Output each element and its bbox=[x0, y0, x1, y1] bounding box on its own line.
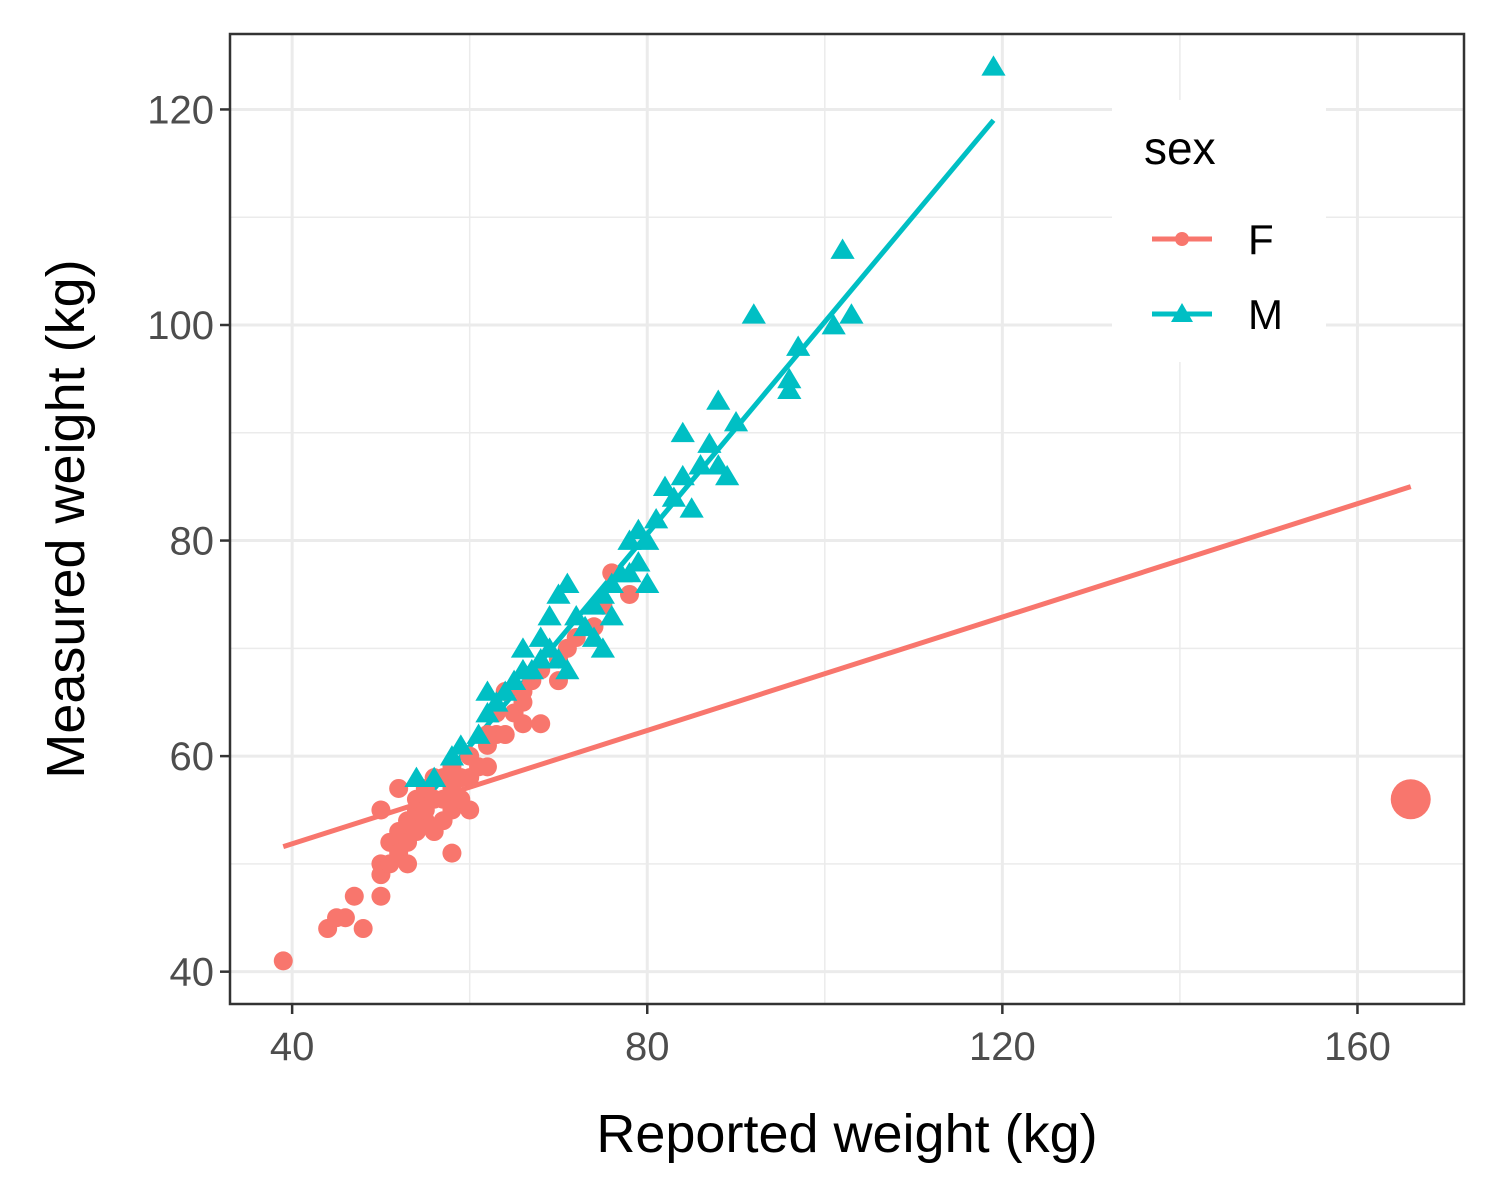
point-m bbox=[786, 335, 811, 356]
point-f bbox=[398, 854, 418, 874]
point-m bbox=[741, 303, 766, 324]
point-m bbox=[635, 529, 660, 550]
point-m bbox=[661, 486, 686, 507]
point-m bbox=[573, 615, 598, 637]
legend-key-f bbox=[1152, 232, 1212, 246]
point-m bbox=[546, 648, 571, 669]
point-m bbox=[484, 691, 509, 712]
point-m bbox=[706, 389, 731, 410]
point-m bbox=[635, 572, 660, 594]
x-tick-label: 120 bbox=[969, 1025, 1036, 1069]
point-f bbox=[619, 584, 639, 604]
point-m bbox=[466, 723, 491, 744]
point-m bbox=[706, 454, 731, 475]
data-points bbox=[273, 55, 1431, 971]
point-m bbox=[590, 583, 615, 604]
point-m bbox=[448, 734, 473, 755]
point-m bbox=[404, 766, 429, 788]
point-m bbox=[688, 454, 713, 475]
point-m bbox=[510, 637, 536, 658]
point-m bbox=[555, 658, 580, 680]
point-m bbox=[777, 378, 802, 400]
point-f bbox=[477, 757, 497, 777]
y-tick-label: 120 bbox=[147, 88, 214, 132]
point-m bbox=[830, 238, 855, 259]
legend-background bbox=[1112, 100, 1326, 362]
major-gridlines bbox=[230, 34, 1464, 1004]
point-m bbox=[670, 421, 695, 443]
point-m bbox=[581, 594, 607, 615]
x-tick-label: 160 bbox=[1324, 1025, 1391, 1069]
point-m bbox=[981, 55, 1006, 76]
point-f bbox=[1390, 779, 1431, 820]
point-m bbox=[652, 475, 678, 497]
point-m bbox=[422, 766, 447, 788]
point-m bbox=[590, 637, 615, 658]
point-f bbox=[353, 919, 373, 939]
point-m bbox=[777, 367, 802, 389]
point-m bbox=[493, 680, 518, 701]
y-tick-label: 100 bbox=[147, 304, 214, 348]
point-m bbox=[519, 658, 544, 680]
point-f bbox=[344, 886, 364, 906]
point-f bbox=[371, 800, 391, 820]
x-axis-title: Reported weight (kg) bbox=[596, 1104, 1097, 1164]
y-tick-label: 60 bbox=[170, 735, 215, 779]
point-m bbox=[670, 464, 695, 486]
legend-marker-m bbox=[1171, 303, 1193, 322]
point-m bbox=[715, 464, 740, 486]
x-axis-ticks: 40 80 120 160 bbox=[270, 1004, 1391, 1069]
point-m bbox=[546, 583, 571, 604]
point-m bbox=[439, 745, 465, 766]
x-tick-label: 40 bbox=[270, 1025, 315, 1069]
point-f bbox=[513, 714, 533, 734]
legend-label-f: F bbox=[1248, 216, 1274, 263]
point-m bbox=[528, 626, 553, 647]
point-m bbox=[564, 605, 589, 626]
point-m bbox=[697, 432, 722, 453]
point-m bbox=[555, 572, 580, 594]
point-m bbox=[528, 648, 553, 669]
point-m bbox=[581, 626, 607, 647]
point-f bbox=[389, 778, 409, 798]
point-m bbox=[617, 529, 642, 550]
y-tick-label: 80 bbox=[170, 520, 215, 564]
point-m bbox=[537, 637, 562, 658]
point-m bbox=[679, 497, 704, 518]
point-m bbox=[723, 411, 749, 432]
point-m bbox=[626, 551, 651, 572]
legend-marker-f bbox=[1175, 232, 1189, 246]
point-f bbox=[460, 800, 480, 820]
point-f bbox=[371, 886, 391, 906]
point-m bbox=[626, 518, 651, 540]
legend-key-m bbox=[1152, 303, 1212, 322]
point-m bbox=[599, 605, 624, 626]
legend-title: sex bbox=[1144, 122, 1216, 174]
point-m bbox=[839, 303, 864, 324]
point-m bbox=[537, 605, 562, 626]
y-axis-title: Measured weight (kg) bbox=[36, 259, 96, 778]
point-m bbox=[644, 508, 669, 529]
y-tick-label: 40 bbox=[170, 951, 215, 995]
x-tick-label: 80 bbox=[625, 1025, 670, 1069]
point-m bbox=[475, 702, 500, 723]
point-f bbox=[495, 725, 515, 745]
point-m bbox=[501, 669, 527, 691]
panel-border bbox=[228, 32, 1466, 1006]
point-f bbox=[335, 908, 355, 928]
legend: sex F M bbox=[1112, 100, 1326, 362]
legend-label-m: M bbox=[1248, 291, 1283, 338]
point-m bbox=[821, 314, 846, 335]
point-m bbox=[599, 572, 624, 594]
point-f bbox=[531, 714, 551, 734]
point-f bbox=[273, 951, 293, 971]
y-axis-ticks: 40 60 80 100 120 bbox=[147, 88, 230, 995]
point-m bbox=[617, 561, 642, 583]
point-f bbox=[442, 843, 462, 863]
point-m bbox=[475, 680, 500, 701]
